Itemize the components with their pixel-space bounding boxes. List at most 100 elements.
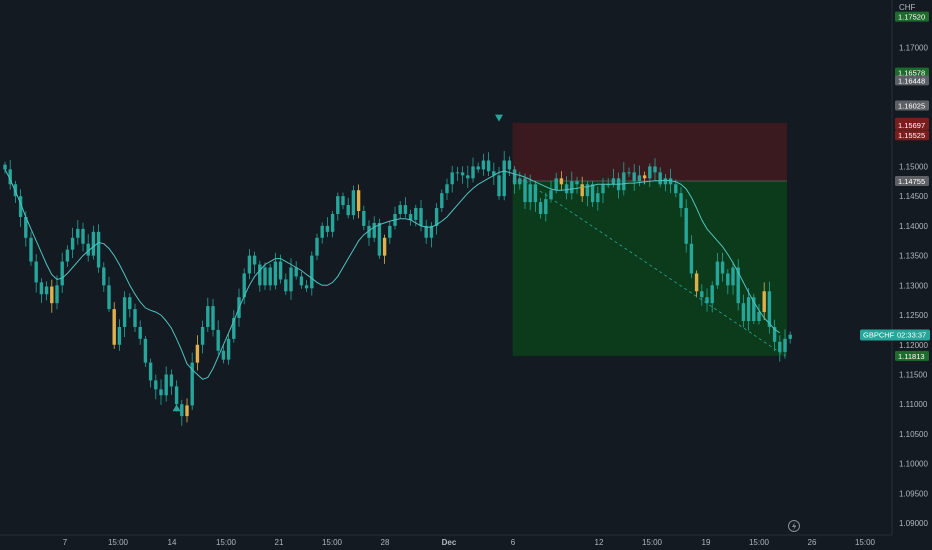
candle-body bbox=[382, 237, 387, 256]
candle-body bbox=[169, 374, 174, 387]
candle-body bbox=[112, 309, 116, 345]
price-badge-label: 1.15525 bbox=[898, 131, 925, 140]
countdown-label: 02:33:37 bbox=[897, 330, 926, 339]
candle-body bbox=[752, 297, 756, 321]
symbol-label: GBPCHF bbox=[863, 330, 895, 339]
candle-body bbox=[429, 225, 434, 238]
candle-body bbox=[414, 208, 418, 220]
time-axis[interactable]: 7 15:00 14 15:00 21 15:00 28 Dec 6 12 15:00 19 15:00… bbox=[63, 538, 876, 547]
price-badge-label: 1.16578 bbox=[898, 69, 925, 78]
candle-body bbox=[585, 184, 590, 197]
candle-body bbox=[637, 175, 642, 182]
candle-body bbox=[668, 178, 673, 185]
candle-body bbox=[304, 285, 309, 289]
candle-body bbox=[226, 338, 231, 360]
candle-body bbox=[206, 306, 210, 327]
time-tick-label: 26 bbox=[808, 538, 817, 547]
candle-body bbox=[481, 160, 486, 170]
candle-body bbox=[710, 285, 714, 304]
candle-body bbox=[102, 267, 106, 286]
price-badge bbox=[895, 75, 929, 86]
price-badge bbox=[895, 67, 929, 78]
candle-body bbox=[50, 286, 54, 304]
candle-body bbox=[450, 172, 454, 185]
price-tick-label: 1.10000 bbox=[899, 460, 928, 469]
candle-body bbox=[315, 237, 319, 256]
candle-body bbox=[632, 172, 636, 182]
time-tick-label: 12 bbox=[595, 538, 604, 547]
time-tick-label: 21 bbox=[275, 538, 284, 547]
candle-body bbox=[502, 160, 506, 197]
price-tick-label: 1.10500 bbox=[899, 430, 928, 439]
candle-body bbox=[29, 237, 33, 262]
price-badges: 1.175201.165781.164481.160251.157351.156… bbox=[895, 11, 929, 361]
time-tick-label: 28 bbox=[381, 538, 390, 547]
candle-body bbox=[663, 178, 668, 185]
candle-body bbox=[419, 208, 423, 226]
candle-body bbox=[705, 297, 709, 304]
candle-body bbox=[122, 297, 127, 327]
price-tick-label: 1.09500 bbox=[899, 489, 928, 498]
candle-body bbox=[8, 169, 12, 185]
price-badge bbox=[895, 100, 929, 111]
lightning-icon[interactable] bbox=[788, 520, 800, 532]
candle-body bbox=[377, 222, 382, 256]
candle-body bbox=[388, 225, 392, 238]
candle-body bbox=[648, 166, 652, 179]
pivot-markers bbox=[172, 114, 503, 412]
candle-body bbox=[788, 334, 792, 339]
candle-body bbox=[18, 196, 23, 217]
candle-body bbox=[268, 267, 272, 286]
candle-body bbox=[346, 205, 350, 216]
candle-body bbox=[44, 286, 49, 295]
time-tick-label: 15:00 bbox=[642, 538, 663, 547]
candle-body bbox=[679, 193, 683, 209]
candle-body bbox=[674, 184, 678, 194]
candle-body bbox=[55, 285, 59, 304]
price-tick-label: 1.13000 bbox=[899, 281, 928, 290]
price-tick-label: 1.12500 bbox=[899, 311, 928, 320]
candle-body bbox=[575, 181, 579, 185]
candle-body bbox=[466, 175, 470, 179]
candle-body bbox=[299, 276, 304, 286]
pivot-low-marker bbox=[172, 404, 181, 412]
candle-body bbox=[3, 164, 7, 170]
candle-body bbox=[528, 184, 532, 203]
candle-body bbox=[336, 196, 340, 214]
price-tick-label: 1.15000 bbox=[899, 162, 928, 171]
candle-body bbox=[434, 208, 439, 226]
candle-body bbox=[258, 264, 262, 286]
time-tick-label: 15:00 bbox=[108, 538, 129, 547]
candle-body bbox=[252, 255, 257, 265]
price-badge bbox=[895, 350, 929, 361]
candle-body bbox=[76, 228, 80, 238]
candle-body bbox=[554, 178, 558, 191]
candle-body bbox=[351, 190, 356, 216]
candle-body bbox=[81, 228, 85, 244]
time-tick-label: 15:00 bbox=[749, 538, 770, 547]
price-badge bbox=[895, 120, 929, 131]
time-tick-label: Dec bbox=[442, 538, 457, 547]
price-tick-label: 1.14500 bbox=[899, 192, 928, 201]
price-badge-label: 1.16448 bbox=[898, 76, 925, 85]
candle-body bbox=[627, 172, 631, 174]
price-badge-label: 1.14755 bbox=[898, 177, 925, 186]
candle-body bbox=[200, 326, 205, 345]
time-tick-label: 19 bbox=[702, 538, 711, 547]
candle-body bbox=[143, 338, 148, 363]
candle-body bbox=[232, 318, 236, 339]
candle-body bbox=[403, 205, 408, 214]
time-tick-label: 14 bbox=[168, 538, 177, 547]
moving-average-line bbox=[4, 169, 781, 380]
candle-body bbox=[180, 404, 184, 417]
pivot-high-marker bbox=[495, 114, 503, 122]
candle-body bbox=[107, 285, 111, 310]
candle-body bbox=[622, 172, 626, 191]
candle-body bbox=[731, 267, 735, 286]
candle-body bbox=[736, 267, 740, 304]
candle-body bbox=[653, 166, 657, 173]
candle-body bbox=[117, 326, 122, 345]
time-tick-label: 15:00 bbox=[216, 538, 237, 547]
